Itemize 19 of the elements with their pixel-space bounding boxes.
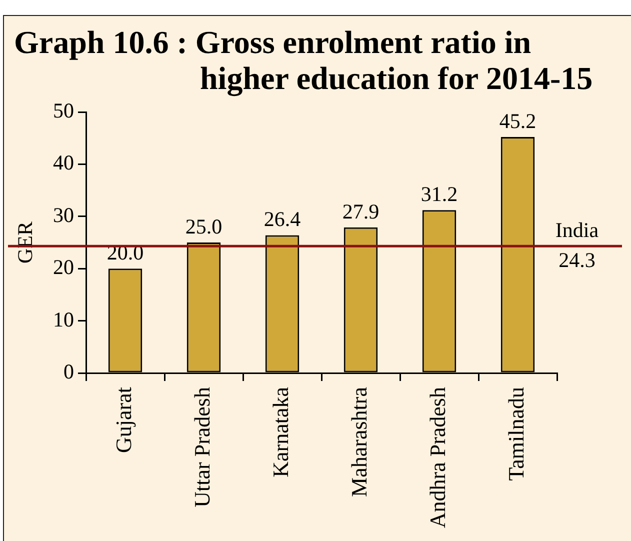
data-label: 25.0 <box>185 214 222 239</box>
data-label: 26.4 <box>264 207 302 232</box>
data-label: 31.2 <box>420 182 458 206</box>
x-tick-label: Gujarat <box>111 387 136 453</box>
ref-line-label: India 24.3 <box>555 218 600 272</box>
y-tick-label: 0 <box>64 360 74 384</box>
data-label: 27.9 <box>342 199 380 224</box>
x-tick-label: Uttar Pradesh <box>190 387 215 508</box>
x-tick-label: Karnataka <box>268 386 294 478</box>
y-tick-label: 30 <box>53 202 74 227</box>
y-tick-label: 50 <box>53 98 74 123</box>
y-tick-label: 10 <box>53 307 74 332</box>
data-label: 45.2 <box>499 109 536 134</box>
chart-title: Graph 10.6 : Gross enrolment ratio in higher education for 2014-15 <box>14 24 594 96</box>
x-tick-label: Maharashtra <box>346 386 372 497</box>
x-tick-label: Tamilnadu <box>504 387 529 481</box>
y-tick-label: 40 <box>53 150 74 175</box>
y-tick-label: 20 <box>53 255 74 280</box>
x-tick-label: Andhra Pradesh <box>425 387 450 528</box>
